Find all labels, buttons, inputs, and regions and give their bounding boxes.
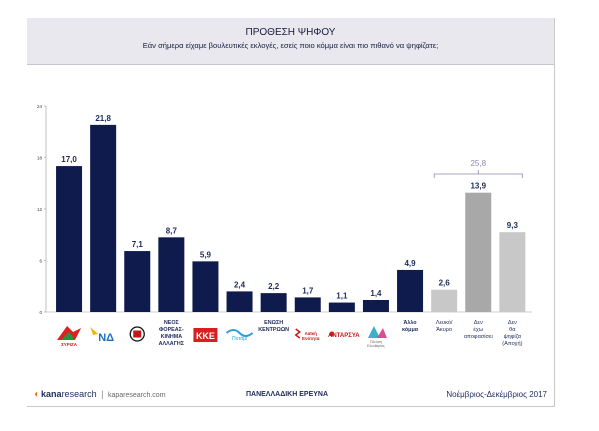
x-category-label: κόμμα: [402, 327, 419, 333]
y-tick-label: 0: [39, 310, 42, 315]
chart-header: ΠΡΟΘΕΣΗ ΨΗΦΟΥ Εάν σήμερα είχαμε βουλευτι…: [27, 18, 554, 65]
brand-suffix: research: [61, 389, 97, 399]
x-category-label: θα: [509, 327, 516, 333]
bar: [124, 251, 151, 312]
bar: [226, 291, 253, 312]
y-tick-label: 12: [37, 207, 43, 212]
potami-logo-text: Ποτάμι: [232, 335, 247, 342]
x-category-label: Άκυρο: [436, 327, 452, 333]
syriza-logo-flag: [61, 332, 76, 340]
chart-subtitle: Εάν σήμερα είχαμε βουλευτικές εκλογές, ε…: [142, 41, 439, 50]
laiki-enotita-icon: [294, 328, 301, 339]
bar: [260, 293, 287, 312]
nd-torch-icon: [90, 327, 99, 335]
plefsi-logo-text: Πλεύση: [370, 340, 382, 344]
potami-wave-icon: [225, 329, 254, 337]
bar-value-label: 1,7: [302, 286, 314, 295]
bar-value-label: 1,1: [336, 292, 348, 301]
x-category-label: ΚΕΝΤΡΩΩΝ: [258, 327, 289, 333]
bar-value-label: 2,6: [439, 279, 451, 288]
antarsya-logo-text: ΑΝΤΑΡΣΥΑ: [328, 333, 360, 339]
chart-title: ΠΡΟΘΕΣΗ ΨΗΦΟΥ: [245, 27, 336, 38]
bar: [431, 289, 458, 312]
bar-value-label: 21,8: [95, 114, 111, 123]
x-category-label: έχω: [473, 326, 483, 333]
x-category-label: αποφασίσει: [464, 334, 494, 340]
bar-value-label: 7,1: [132, 240, 144, 249]
bar-value-label: 1,4: [370, 289, 382, 298]
brand-prefix: kana: [41, 389, 62, 399]
bar-value-label: 5,9: [200, 250, 212, 259]
bracket-total-label: 25,8: [470, 159, 486, 168]
bar: [56, 166, 83, 312]
bar-value-label: 2,4: [234, 280, 246, 289]
kke-logo-icon: [193, 328, 218, 342]
bar-value-label: 13,9: [470, 182, 486, 191]
x-category-label: (Αποχή): [502, 340, 522, 347]
plefsi-logo-text: Ελευθερίας: [367, 344, 385, 348]
bar: [90, 124, 117, 312]
laiki-enotita-logo-text: Λαϊκή: [305, 331, 318, 336]
bar-chart: 0 6 12 18 24 17,0 ΣΥΡΙΖΑ 21,8 ΝΔ 7,1 8,7 ΝΕΟΣΦΟΡΕΑΣ…: [37, 104, 532, 348]
antarsya-star-icon: [329, 331, 335, 337]
x-category-label: Άλλο: [403, 320, 417, 326]
laiki-enotita-logo-text: Ενότητα: [302, 336, 320, 341]
bar-value-label: 2,2: [268, 282, 280, 291]
bar: [294, 297, 321, 312]
x-category-label: Δεν: [508, 320, 517, 326]
kana-k-icon: ◖: [33, 389, 40, 400]
footer-url: kaparesearch.com: [107, 392, 166, 399]
x-category-label: ψηφίζα: [504, 334, 522, 340]
bar: [328, 302, 355, 312]
x-category-label: ΑΛΛΑΓΗΣ: [159, 341, 185, 347]
bar: [465, 192, 492, 312]
y-tick-label: 6: [39, 259, 42, 264]
bar-value-label: 17,0: [61, 155, 77, 164]
plefsi-sail-icon: [376, 328, 387, 338]
bracket-line: [433, 173, 523, 178]
footer-survey-label: ΠΑΝΕΛΛΑΔΙΚΗ ΕΡΕΥΝΑ: [245, 391, 329, 398]
plefsi-sail-icon: [367, 326, 380, 338]
x-category-label: ΝΕΟΣ: [164, 320, 180, 326]
y-tick-label: 18: [37, 156, 43, 161]
slide: ΠΡΟΘΕΣΗ ΨΗΦΟΥ Εάν σήμερα είχαμε βουλευτι…: [27, 18, 555, 407]
golden-dawn-logo-fill: [133, 330, 142, 338]
syriza-logo-text: ΣΥΡΙΖΑ: [61, 342, 78, 347]
bar-value-label: 9,3: [507, 221, 519, 230]
kanaresearch-logo: ◖ kanaresearch | kaparesearch.com: [33, 389, 166, 400]
x-category-label: Λευκό/: [436, 319, 453, 326]
bar-value-label: 4,9: [404, 259, 416, 268]
bar: [499, 232, 526, 312]
bar: [158, 237, 185, 312]
bar: [397, 269, 424, 312]
y-tick-label: 24: [37, 104, 43, 109]
x-category-label: ΚΙΝΗΜΑ: [161, 334, 183, 340]
x-category-label: Δεν: [474, 320, 483, 326]
nd-logo-text: ΝΔ: [98, 332, 114, 344]
x-category-label: ΕΝΩΣΗ: [264, 320, 283, 326]
bar-value-label: 8,7: [166, 226, 178, 235]
footer-date: Νοέμβριος-Δεκέμβριος 2017: [446, 390, 547, 399]
bar: [192, 261, 219, 312]
kke-logo-text: ΚΚΕ: [196, 331, 215, 341]
footer-separator: |: [101, 389, 104, 399]
x-category-label: ΦΟΡΕΑΣ-: [159, 327, 184, 333]
bar: [362, 299, 389, 312]
